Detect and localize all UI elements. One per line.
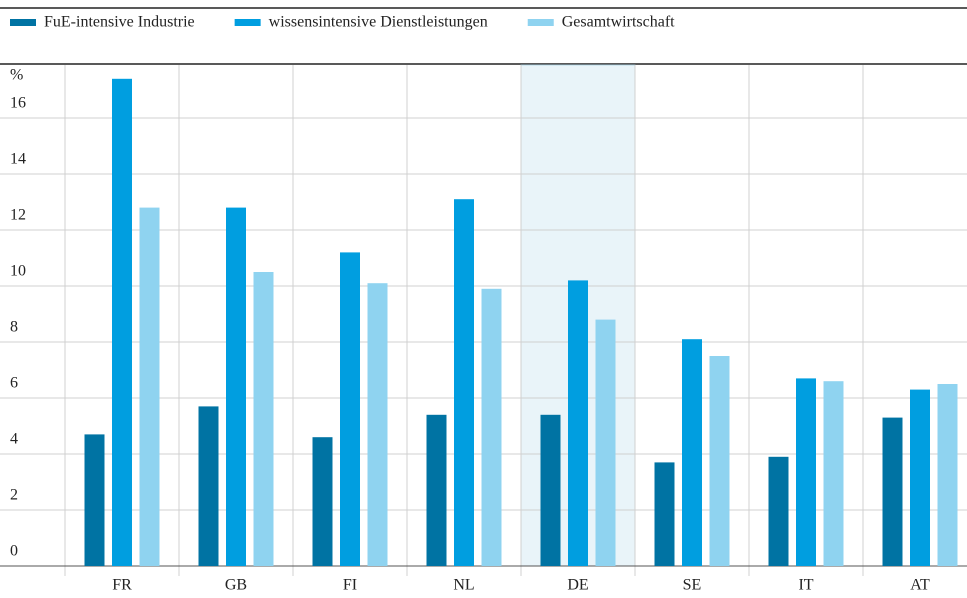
bar (340, 252, 360, 566)
bar (454, 199, 474, 566)
bar (595, 319, 616, 566)
y-tick-label: 12 (10, 207, 26, 224)
x-tick-label: GB (225, 577, 247, 594)
legend-label: wissensintensive Dienstleistungen (269, 14, 488, 31)
bar (796, 378, 816, 566)
bar (937, 384, 958, 566)
bar (367, 283, 388, 566)
legend-label: Gesamtwirtschaft (562, 14, 675, 31)
legend-label: FuE-intensive Industrie (44, 14, 195, 31)
y-tick-label: 2 (10, 487, 18, 504)
bar (139, 207, 160, 566)
bar (910, 389, 930, 566)
x-tick-label: FR (112, 577, 132, 594)
legend-swatch (10, 19, 36, 26)
bar (198, 406, 219, 566)
bar (682, 339, 702, 566)
bar (226, 207, 246, 566)
bar (112, 78, 132, 567)
bar (568, 280, 588, 566)
bar (253, 272, 274, 566)
y-tick-label: 4 (10, 431, 18, 448)
x-tick-label: NL (453, 577, 474, 594)
y-tick-label: 8 (10, 319, 18, 336)
y-tick-label: 6 (10, 375, 18, 392)
x-tick-label: DE (567, 577, 588, 594)
y-tick-label: 16 (10, 95, 26, 112)
bar (768, 456, 789, 566)
x-tick-label: SE (683, 577, 702, 594)
bar (481, 288, 502, 566)
x-tick-label: FI (343, 577, 357, 594)
bar (882, 417, 903, 566)
y-tick-label: 10 (10, 263, 26, 280)
bar (84, 434, 105, 566)
bar (823, 381, 844, 566)
x-tick-label: AT (910, 577, 930, 594)
y-unit-label: % (10, 67, 23, 84)
x-tick-label: IT (798, 577, 813, 594)
bar (312, 437, 333, 566)
bar (709, 356, 730, 566)
y-tick-label: 14 (10, 151, 26, 168)
bar (426, 414, 447, 566)
y-tick-label: 0 (10, 543, 18, 560)
legend-swatch (527, 19, 554, 26)
bar (654, 462, 675, 566)
legend-swatch (234, 19, 261, 26)
bar (540, 414, 561, 566)
